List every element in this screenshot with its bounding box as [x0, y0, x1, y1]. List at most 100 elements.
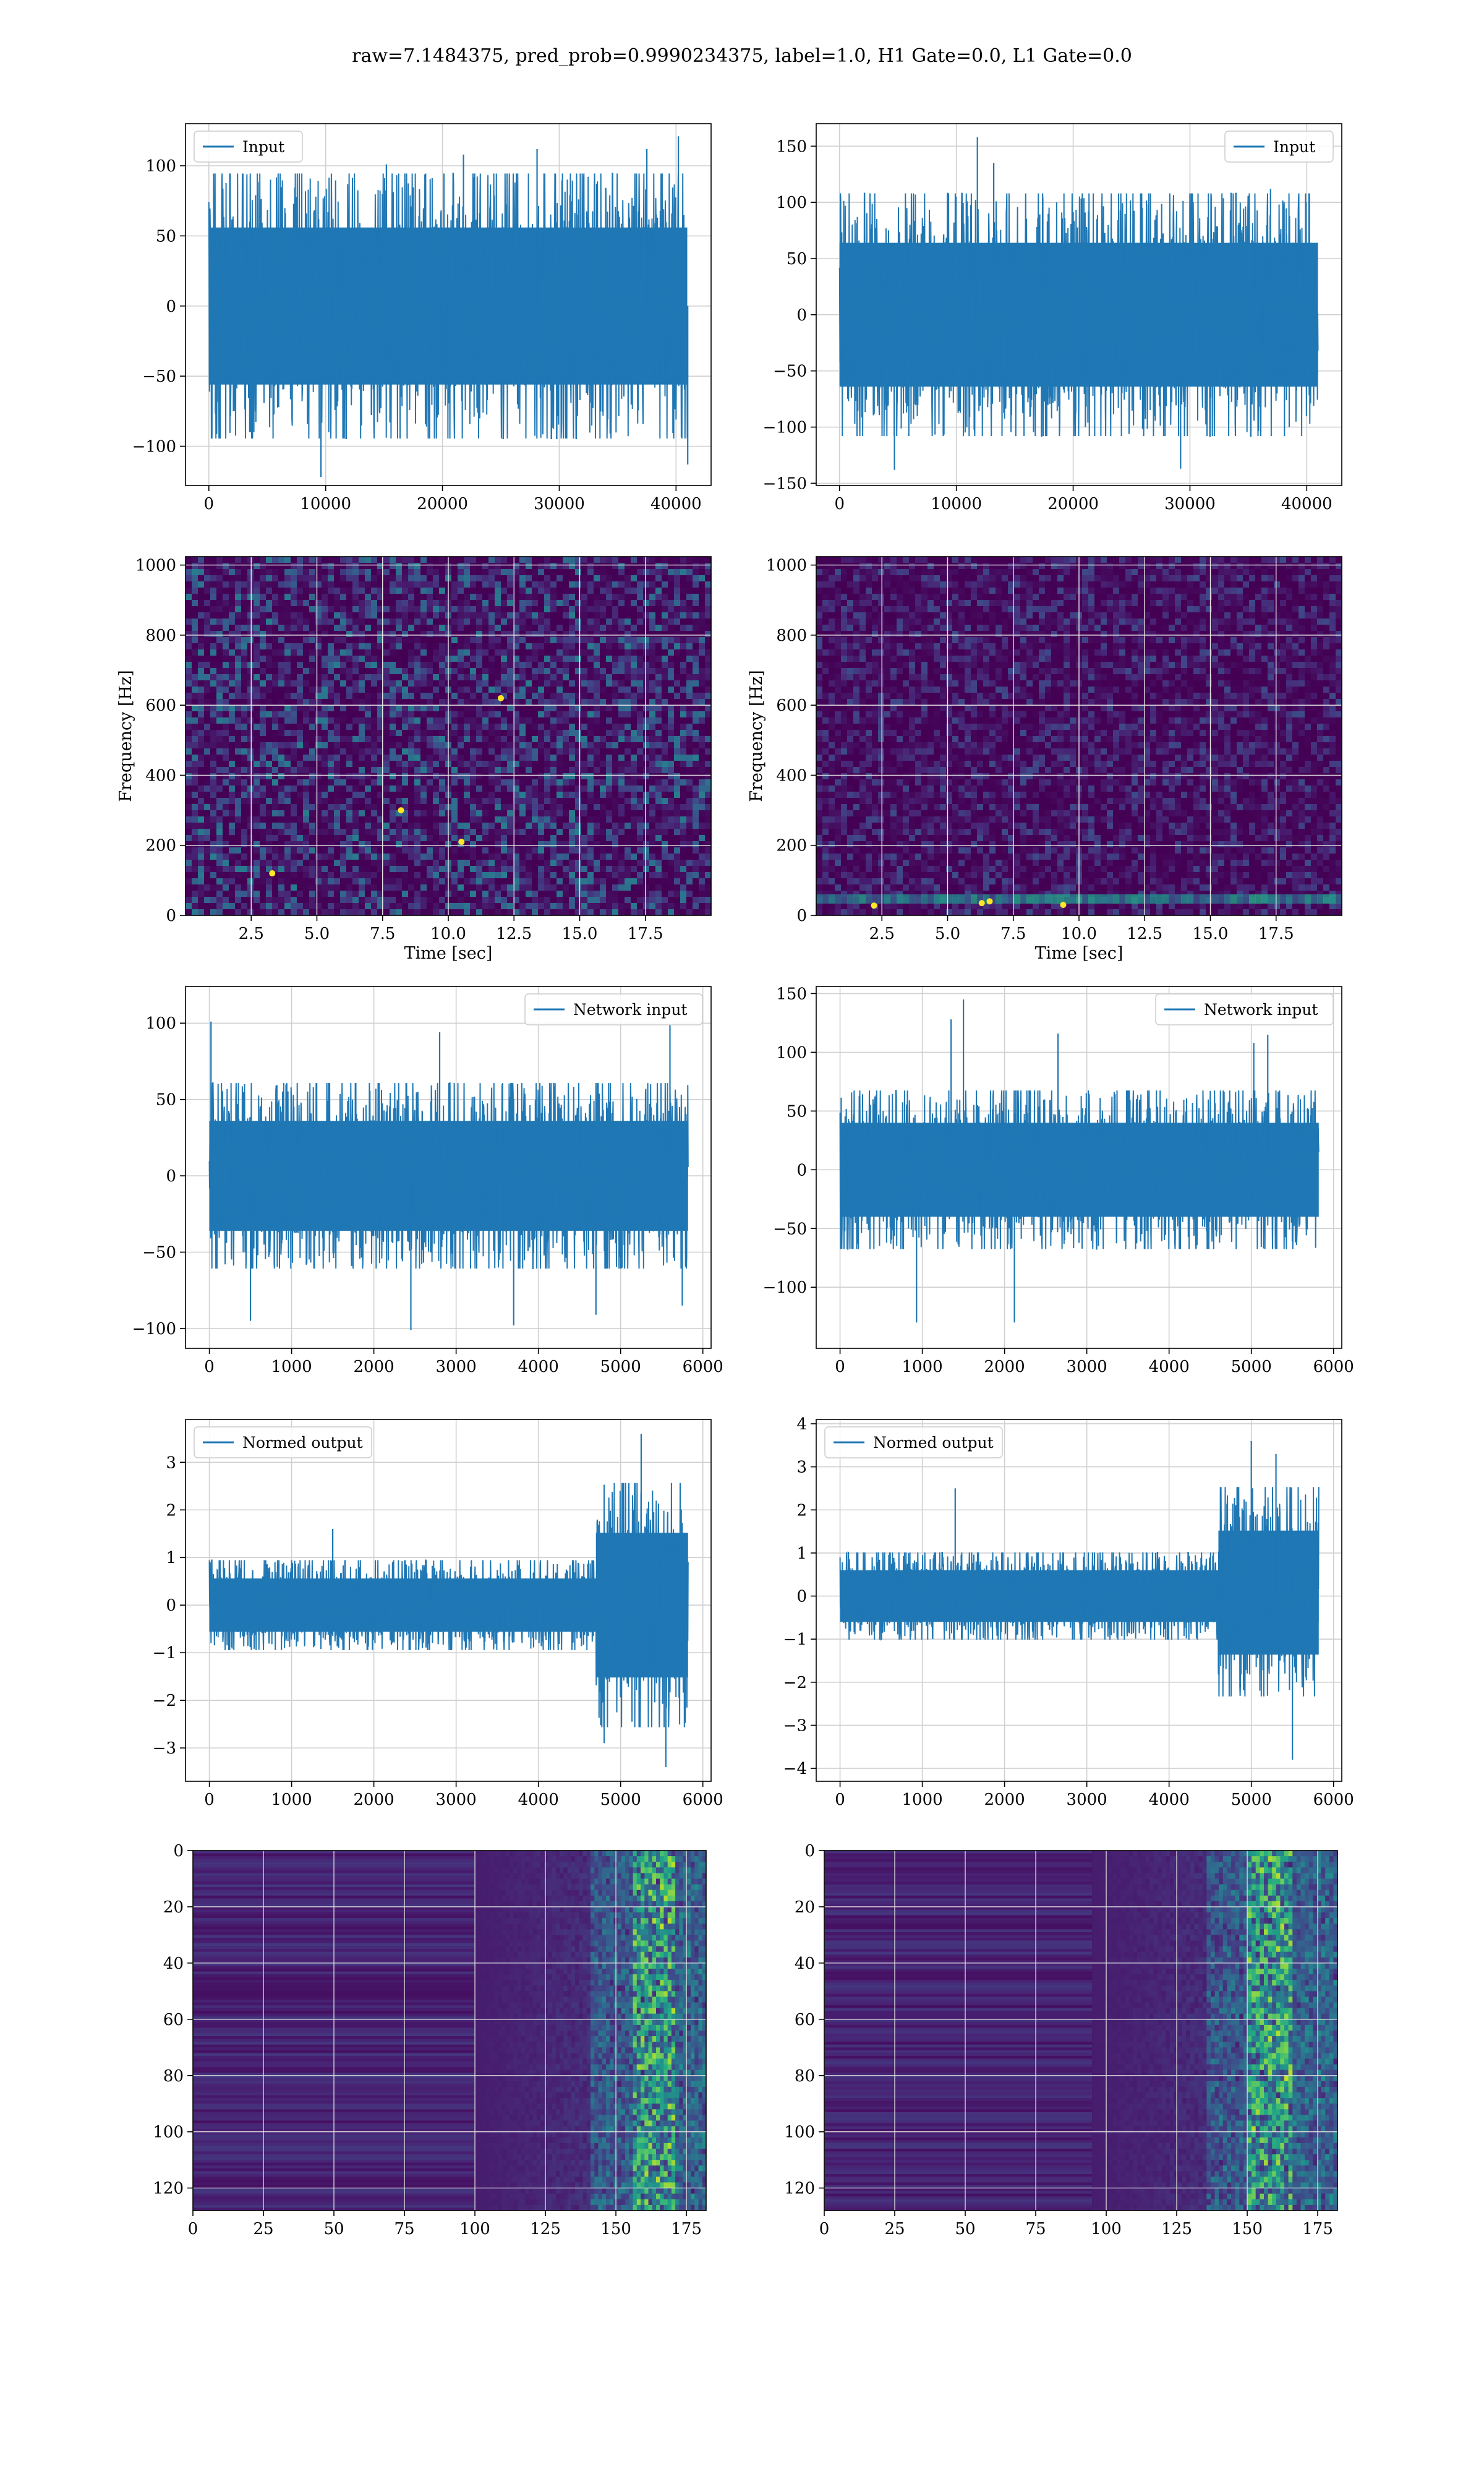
- heatmap-cell: [649, 779, 656, 786]
- heatmap-cell: [408, 711, 415, 718]
- heatmap-cell: [705, 804, 712, 811]
- heatmap-cell: [526, 792, 532, 798]
- heatmap-cell: [643, 829, 650, 836]
- heatmap-cell: [371, 674, 378, 681]
- heatmap-cell: [606, 785, 613, 792]
- heatmap-cell: [600, 717, 607, 724]
- heatmap-cell: [575, 884, 582, 891]
- heatmap-cell: [458, 835, 464, 842]
- heatmap-cell: [229, 891, 236, 897]
- heatmap-cell: [495, 779, 501, 786]
- heatmap-cell: [482, 612, 489, 619]
- heatmap-cell: [383, 662, 390, 669]
- heatmap-cell: [594, 773, 600, 780]
- heatmap-cell: [328, 711, 335, 718]
- heatmap-cell: [402, 810, 409, 817]
- heatmap-cell: [470, 705, 477, 712]
- heatmap-cell: [594, 761, 600, 768]
- heatmap-cell: [390, 761, 396, 768]
- heatmap-cell: [414, 804, 421, 811]
- heatmap-cell: [186, 891, 192, 897]
- heatmap-cell: [266, 563, 273, 570]
- heatmap-cell: [303, 557, 310, 563]
- heatmap-cell: [204, 872, 211, 879]
- heatmap-cell: [390, 829, 396, 836]
- heatmap-cell: [526, 656, 532, 662]
- heatmap-cell: [470, 792, 477, 798]
- heatmap-cell: [278, 637, 285, 644]
- heatmap-cell: [538, 816, 545, 823]
- heatmap-cell: [488, 637, 495, 644]
- heatmap-cell: [408, 612, 415, 619]
- heatmap-cell: [655, 810, 662, 817]
- heatmap-cell: [606, 761, 613, 768]
- heatmap-cell: [575, 785, 582, 792]
- heatmap-cell: [186, 649, 192, 656]
- heatmap-cell: [235, 693, 242, 700]
- heatmap-cell: [643, 736, 650, 743]
- heatmap-cell: [427, 742, 433, 749]
- heatmap-cell: [439, 816, 446, 823]
- heatmap-cell: [266, 581, 273, 588]
- heatmap-cell: [606, 823, 613, 829]
- heatmap-cell: [575, 699, 582, 706]
- heatmap-cell: [315, 563, 322, 570]
- heatmap-cell: [693, 903, 699, 910]
- heatmap-cell: [488, 810, 495, 817]
- heatmap-cell: [340, 612, 347, 619]
- heatmap-cell: [229, 680, 236, 687]
- heatmap-cell: [606, 835, 613, 842]
- heatmap-cell: [674, 829, 681, 836]
- heatmap-cell: [390, 724, 396, 730]
- heatmap-cell: [538, 798, 545, 805]
- heatmap-cell: [315, 724, 322, 730]
- heatmap-cell: [254, 841, 260, 848]
- heatmap-cell: [291, 872, 297, 879]
- heatmap-cell: [476, 662, 483, 669]
- heatmap-cell: [303, 625, 310, 631]
- heatmap-cell: [674, 785, 681, 792]
- heatmap-cell: [235, 810, 242, 817]
- heatmap-cell: [235, 569, 242, 576]
- heatmap-cell: [569, 581, 576, 588]
- heatmap-cell: [346, 606, 353, 613]
- heatmap-cell: [451, 903, 458, 910]
- heatmap-cell: [600, 755, 607, 761]
- heatmap-cell: [495, 637, 501, 644]
- heatmap-cell: [315, 798, 322, 805]
- heatmap-cell: [563, 767, 569, 774]
- heatmap-cell: [563, 779, 569, 786]
- heatmap-cell: [686, 588, 693, 594]
- heatmap-cell: [625, 736, 631, 743]
- heatmap-cell: [538, 662, 545, 669]
- heatmap-cell: [470, 816, 477, 823]
- heatmap-cell: [402, 761, 409, 768]
- heatmap-cell: [662, 649, 668, 656]
- heatmap-cell: [680, 810, 687, 817]
- heatmap-cell: [451, 699, 458, 706]
- heatmap-cell: [408, 779, 415, 786]
- heatmap-cell: [488, 798, 495, 805]
- heatmap-cell: [439, 792, 446, 798]
- heatmap-cell: [693, 878, 699, 885]
- heatmap-cell: [297, 785, 304, 792]
- heatmap-cell: [439, 860, 446, 867]
- heatmap-cells: [186, 557, 712, 916]
- heatmap-cell: [192, 717, 198, 724]
- heatmap-cell: [519, 687, 526, 693]
- heatmap-cell: [655, 717, 662, 724]
- heatmap-cell: [420, 903, 427, 910]
- heatmap-cell: [390, 891, 396, 897]
- heatmap-cell: [359, 767, 365, 774]
- heatmap-cell: [606, 773, 613, 780]
- heatmap-cell: [297, 755, 304, 761]
- heatmap-cell: [278, 779, 285, 786]
- heatmap-cell: [303, 643, 310, 650]
- heatmap-cell: [192, 575, 198, 582]
- heatmap-cell: [192, 897, 198, 904]
- heatmap-cell: [420, 897, 427, 904]
- heatmap-cell: [495, 748, 501, 755]
- heatmap-cell: [402, 656, 409, 662]
- heatmap-cell: [204, 557, 211, 563]
- heatmap-cell: [612, 866, 619, 873]
